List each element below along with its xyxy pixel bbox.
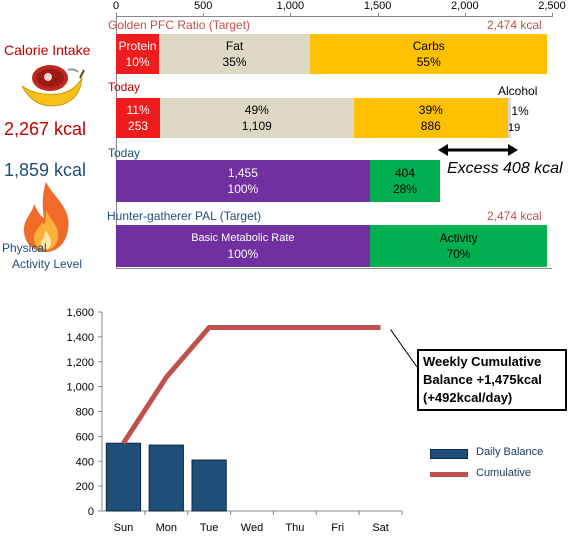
bar-segment: Fat 35% bbox=[159, 34, 311, 74]
x-tick-mark bbox=[377, 13, 379, 17]
calorie-intake-value: 2,267 kcal bbox=[4, 119, 87, 139]
bar-segment-label: 49% bbox=[244, 103, 269, 117]
x-axis-baseline bbox=[116, 268, 552, 269]
x-tick-mark bbox=[290, 13, 292, 17]
bar-segment: Activity 70% bbox=[369, 225, 548, 267]
x-tick-mark bbox=[464, 13, 466, 17]
calorie-intake-label: Calorie Intake bbox=[4, 42, 91, 58]
y-tick-label: 0 bbox=[88, 506, 94, 518]
legend-swatch-cumulative bbox=[430, 472, 468, 477]
legend-label-cumulative: Cumulative bbox=[476, 467, 532, 479]
bar-segment: 404 28% bbox=[369, 160, 441, 202]
bar-segment-label: 886 bbox=[420, 119, 441, 133]
alcohol-value-label: 19 bbox=[508, 122, 521, 134]
row-total-golden-pfc: 2,474 kcal bbox=[487, 18, 542, 32]
y-tick-label: 1,400 bbox=[66, 332, 94, 344]
pal-label-line2: Activity Level bbox=[12, 257, 83, 271]
daily-balance-bar bbox=[148, 444, 184, 512]
annotation-line3: (+492kcal/day) bbox=[423, 390, 513, 405]
cumulative-annotation: Weekly Cumulative Balance +1,475kcal (+4… bbox=[417, 349, 567, 411]
bar-segment bbox=[508, 98, 512, 138]
bar-segment: 39% 886 bbox=[353, 98, 509, 138]
x-tick-label: 500 bbox=[194, 0, 213, 12]
bar-segment-label: 39% bbox=[418, 103, 443, 117]
bar-segment-label: 1,455 bbox=[227, 166, 258, 180]
bar-segment: Protein 10% bbox=[116, 34, 160, 74]
bar-segment: Carbs 55% bbox=[310, 34, 548, 74]
cumulative-line bbox=[121, 325, 381, 445]
x-tick-mark bbox=[552, 13, 553, 17]
meat-banana-icon bbox=[18, 60, 88, 116]
x-tick-label: Sat bbox=[372, 522, 389, 534]
row-total-hunter-gatherer: 2,474 kcal bbox=[487, 209, 542, 223]
y-tick-label: 1,000 bbox=[66, 382, 94, 394]
legend: Daily Balance Cumulative bbox=[430, 446, 570, 486]
x-tick-label: 2,000 bbox=[451, 0, 479, 12]
annotation-line1: Weekly Cumulative bbox=[423, 354, 542, 369]
y-tick-label: 200 bbox=[76, 481, 94, 493]
x-tick-label: 1,500 bbox=[363, 0, 392, 12]
bar-segment: 11% 253 bbox=[116, 98, 161, 138]
bar-segment: Basic Metabolic Rate 100% bbox=[116, 225, 370, 267]
x-tick-label: 0 bbox=[112, 0, 120, 12]
bar-segment-label: 100% bbox=[227, 182, 259, 196]
x-tick-label: Mon bbox=[156, 522, 177, 534]
pal-label-line1: Physical bbox=[2, 241, 47, 255]
bar-segment: 49% 1,109 bbox=[160, 98, 354, 138]
excess-label: Excess 408 kcal bbox=[447, 160, 563, 177]
bar-segment-label: Carbs bbox=[412, 39, 445, 53]
annotation-line2: Balance +1,475kcal bbox=[423, 372, 542, 387]
bar-segment-label: Basic Metabolic Rate bbox=[191, 232, 295, 244]
bar-segment-label: Activity bbox=[439, 231, 478, 245]
row-label-today-intake: Today bbox=[108, 80, 141, 94]
flame-icon bbox=[18, 180, 74, 254]
x-tick-label: 1,000 bbox=[276, 0, 305, 12]
y-tick-label: 800 bbox=[76, 407, 94, 419]
horizontal-chart: 0 500 1,000 1,500 2,000 2,500 Golden PFC Rati… bbox=[107, 0, 566, 269]
row-label-today-expenditure: Today bbox=[108, 146, 141, 160]
x-tick-label: Thu bbox=[285, 522, 304, 534]
daily-balance-bar bbox=[191, 459, 227, 512]
x-tick-label: Sun bbox=[114, 522, 134, 534]
y-tick-label: 400 bbox=[76, 456, 94, 468]
bar-segment-label: Protein bbox=[118, 39, 157, 53]
alcohol-label: Alcohol bbox=[498, 84, 538, 98]
x-tick-label: Tue bbox=[200, 522, 219, 534]
weekly-balance-chart: 0 200 400 600 800 1,000 1,200 1,400 1,600 Sun Mon T… bbox=[66, 307, 418, 534]
bar-segment-label: 1,109 bbox=[241, 119, 272, 133]
x-tick-mark bbox=[116, 13, 117, 17]
bar-segment-label: 55% bbox=[416, 55, 441, 69]
legend-label-daily-balance: Daily Balance bbox=[476, 446, 544, 458]
bar-segment-label: Fat bbox=[225, 39, 244, 53]
alcohol-percent-label: 1% bbox=[511, 104, 529, 118]
bar-segment-label: 253 bbox=[128, 119, 149, 133]
bar-segment-label: 70% bbox=[446, 247, 471, 261]
bar-segment-label: 28% bbox=[392, 182, 417, 196]
x-axis-line bbox=[116, 16, 552, 17]
bar-segment-label: 10% bbox=[125, 55, 150, 69]
legend-swatch-daily-balance bbox=[430, 449, 468, 459]
x-tick-label: Wed bbox=[241, 522, 263, 534]
bar-segment-label: 11% bbox=[126, 103, 150, 117]
expenditure-value: 1,859 kcal bbox=[4, 160, 87, 180]
x-tick-mark bbox=[203, 13, 205, 17]
y-axis-line bbox=[116, 16, 117, 268]
x-tick-label: Fri bbox=[331, 522, 344, 534]
bar-segment-label: 404 bbox=[394, 166, 415, 180]
excess-arrow bbox=[438, 144, 518, 156]
bar-segment-label: 100% bbox=[227, 247, 259, 261]
x-tick-label: 2,500 bbox=[538, 0, 566, 12]
daily-balance-bar bbox=[105, 442, 142, 512]
bar-segment-label: 35% bbox=[222, 55, 247, 69]
row-label-golden-pfc: Golden PFC Ratio (Target) bbox=[108, 18, 251, 32]
y-tick-label: 1,600 bbox=[66, 307, 94, 319]
y-tick-label: 600 bbox=[76, 431, 94, 443]
y-tick-label: 1,200 bbox=[66, 357, 94, 369]
bar-segment: 1,455 100% bbox=[116, 160, 370, 202]
annotation-pointer bbox=[390, 329, 418, 368]
row-label-hunter-gatherer: Hunter-gatherer PAL (Target) bbox=[107, 209, 262, 223]
